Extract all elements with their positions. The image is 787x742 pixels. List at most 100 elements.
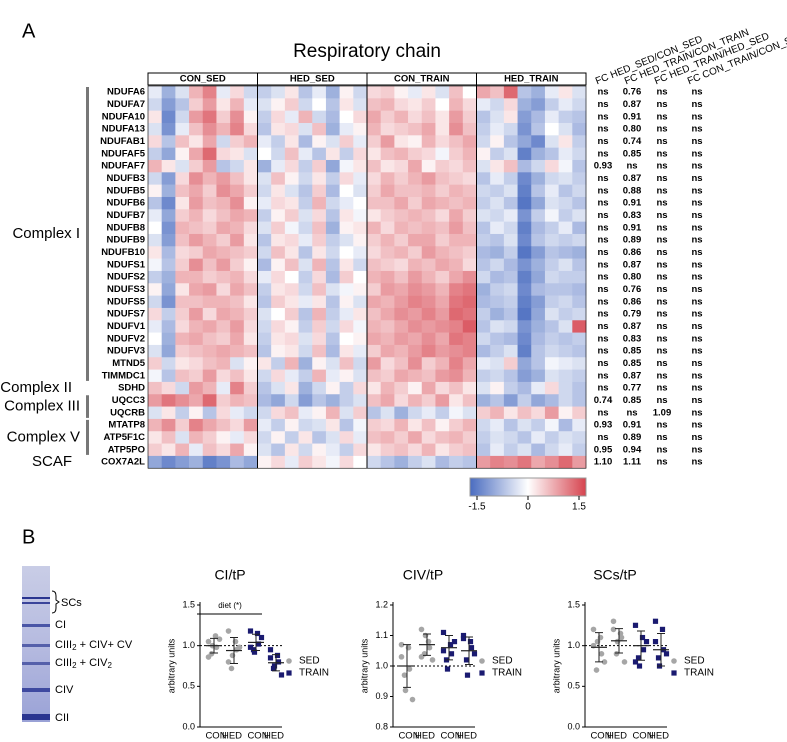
heatmap-cell: [339, 233, 354, 247]
data-point: [225, 628, 232, 634]
heatmap-cell: [216, 258, 231, 272]
heatmap-cell: [490, 196, 505, 210]
heatmap-cell: [243, 209, 258, 222]
heatmap-cell: [503, 209, 518, 222]
heatmap-cell: [284, 295, 299, 309]
heatmap-cell: [435, 147, 450, 161]
heatmap-cell: [148, 196, 162, 210]
heatmap-cell: [408, 246, 423, 259]
heatmap-title: Respiratory chain: [293, 41, 441, 62]
heatmap-cell: [435, 455, 450, 469]
heatmap-cell: [476, 455, 491, 469]
heatmap-cell: [230, 209, 245, 222]
heatmap-cell: [408, 110, 423, 124]
data-point: [406, 666, 413, 672]
gene-label: NDUFAB1: [100, 136, 146, 147]
heatmap-cell: [216, 86, 231, 99]
heatmap-cell: [449, 381, 464, 395]
data-point: [613, 651, 620, 657]
fc-value: ns: [656, 444, 667, 455]
heatmap-cell: [367, 258, 381, 272]
heatmap-cell: [490, 122, 505, 136]
heatmap-cell: [421, 369, 436, 383]
heatmap-cell: [243, 381, 258, 395]
heatmap-cell: [257, 86, 272, 99]
heatmap-cell: [230, 135, 245, 148]
gel-label: CIII2 + CIV2: [55, 657, 112, 670]
heatmap-cell: [490, 443, 505, 457]
heatmap-cell: [202, 147, 217, 161]
heatmap-cell: [380, 135, 395, 148]
error-bar: [657, 632, 665, 667]
heatmap-cell: [161, 406, 176, 420]
heatmap-cell: [476, 196, 491, 210]
heatmap-cell: [284, 369, 299, 383]
heatmap-cell: [421, 270, 436, 284]
x-tick-label: HED: [415, 731, 435, 742]
heatmap-cell: [380, 147, 395, 161]
heatmap-cell: [257, 209, 272, 222]
heatmap-cell: [462, 295, 477, 309]
heatmap-cell: [503, 394, 518, 407]
heatmap-cell: [435, 369, 450, 383]
heatmap-cell: [175, 332, 190, 346]
heatmap-cell: [531, 357, 546, 370]
heatmap-cell: [449, 394, 464, 407]
heatmap-cell: [503, 184, 518, 198]
gel-label-part: CIII: [55, 657, 72, 669]
heatmap-cell: [189, 270, 204, 284]
heatmap-cell: [408, 394, 423, 407]
heatmap-cell: [380, 295, 395, 309]
heatmap-cell: [367, 233, 381, 247]
heatmap-cell: [408, 172, 423, 185]
heatmap-cell: [148, 172, 162, 185]
heatmap-cell: [503, 406, 518, 420]
data-point: [402, 687, 409, 694]
heatmap-cell: [544, 431, 559, 444]
heatmap-cell: [353, 122, 368, 136]
heatmap-cell: [394, 283, 409, 296]
gene-label: NDUFV1: [107, 321, 146, 332]
heatmap-cell: [271, 184, 286, 198]
gene-label: NDUFV2: [107, 333, 145, 344]
heatmap-cell: [462, 122, 477, 136]
heatmap-cell: [189, 381, 204, 395]
heatmap-cell: [558, 381, 573, 395]
heatmap-cell: [175, 295, 190, 309]
heatmap-cell: [312, 307, 327, 321]
heatmap-cell: [449, 98, 464, 111]
heatmap-cell: [298, 332, 313, 346]
heatmap-cell: [148, 233, 162, 247]
fc-value: ns: [656, 272, 667, 283]
heatmap-cell: [449, 295, 464, 309]
gene-label: NDUFS1: [107, 259, 146, 270]
heatmap-cell: [435, 357, 450, 370]
gene-label: NDUFA13: [102, 124, 145, 135]
heatmap-cell: [531, 283, 546, 296]
heatmap-cell: [298, 307, 313, 321]
error-bar: [403, 644, 411, 688]
y-axis-label: arbitrary units: [551, 638, 561, 693]
fc-value: ns: [691, 87, 702, 98]
heatmap-cell: [572, 344, 587, 358]
heatmap-cell: [284, 307, 299, 321]
plot-title: CIV/tP: [403, 567, 443, 583]
fc-value: ns: [597, 432, 608, 443]
heatmap-cell: [230, 196, 245, 210]
heatmap-cell: [161, 431, 176, 444]
heatmap-cell: [544, 246, 559, 259]
heatmap-cell: [175, 233, 190, 247]
heatmap-cell: [353, 283, 368, 296]
heatmap-cell: [257, 233, 272, 247]
heatmap-cell: [243, 233, 258, 247]
heatmap-cell: [435, 332, 450, 346]
heatmap-cell: [421, 418, 436, 432]
heatmap-cell: [353, 369, 368, 383]
heatmap-cell: [449, 357, 464, 370]
heatmap-cell: [216, 381, 231, 395]
fc-value: 0.83: [623, 333, 642, 344]
heatmap-cell: [202, 246, 217, 259]
heatmap-cell: [298, 270, 313, 284]
heatmap-cell: [421, 221, 436, 235]
heatmap-cell: [353, 344, 368, 358]
